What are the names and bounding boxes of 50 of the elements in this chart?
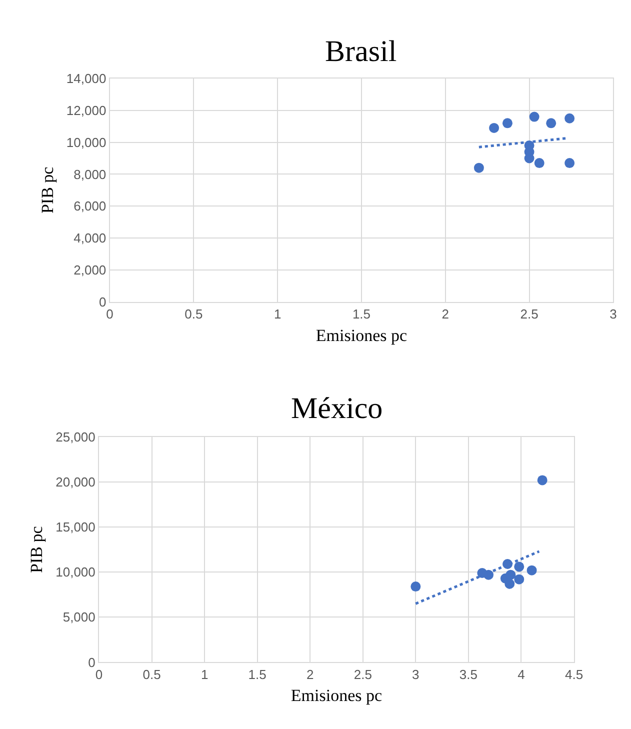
x-tick-label: 0.5 [184, 306, 203, 322]
point [564, 113, 575, 124]
point [514, 574, 524, 584]
point [504, 578, 515, 589]
point [502, 118, 512, 128]
y-tick-label: 25,000 [56, 430, 96, 445]
y-tick-label: 6,000 [74, 198, 106, 214]
y-tick-label: 20,000 [56, 474, 96, 490]
x-tick-label: 2.5 [354, 666, 372, 682]
y-tick-label: 10,000 [66, 134, 106, 150]
y-tick-label: 4,000 [74, 230, 106, 246]
x-tick-label: 1 [274, 306, 282, 322]
x-tick-label: 3.5 [459, 666, 478, 682]
chart-title: Brasil [325, 35, 397, 68]
x-tick-label: 4 [518, 666, 525, 682]
y-axis-title: PIB pc [38, 166, 57, 214]
point [526, 565, 537, 576]
x-axis-title: Emisiones pc [316, 326, 408, 345]
x-tick-label: 4.5 [564, 666, 584, 682]
point [506, 570, 516, 580]
x-tick-label: 2.5 [520, 306, 538, 322]
x-axis-title: Emisiones pc [290, 686, 383, 706]
point [546, 118, 556, 128]
y-tick-label: 15,000 [56, 520, 96, 535]
y-tick-label: 0 [88, 654, 96, 670]
y-tick-label: 14,000 [66, 71, 106, 86]
y-axis-title: PIB pc [27, 526, 46, 573]
point [514, 562, 524, 572]
x-tick-label: 3 [412, 666, 420, 682]
y-tick-label: 8,000 [74, 166, 106, 182]
y-tick-label: 2,000 [74, 262, 106, 278]
point [410, 582, 421, 592]
x-tick-label: 0.5 [142, 666, 161, 682]
x-tick-label: 1.5 [248, 666, 266, 682]
point [489, 122, 500, 133]
x-tick-label: 2 [306, 666, 314, 682]
y-tick-label: 5,000 [62, 610, 96, 625]
point [537, 475, 548, 486]
y-tick-label: 12,000 [66, 102, 106, 118]
y-tick-label: 10,000 [56, 564, 96, 580]
x-tick-label: 1 [200, 666, 208, 682]
point [529, 112, 540, 122]
point [564, 158, 575, 168]
x-tick-label: 3 [610, 306, 617, 322]
point [534, 158, 544, 168]
y-tick-label: 0 [98, 294, 106, 310]
point [474, 162, 484, 173]
x-tick-label: 1.5 [352, 306, 371, 322]
x-tick-label: 2 [442, 306, 449, 322]
chart-title: México [291, 392, 383, 425]
